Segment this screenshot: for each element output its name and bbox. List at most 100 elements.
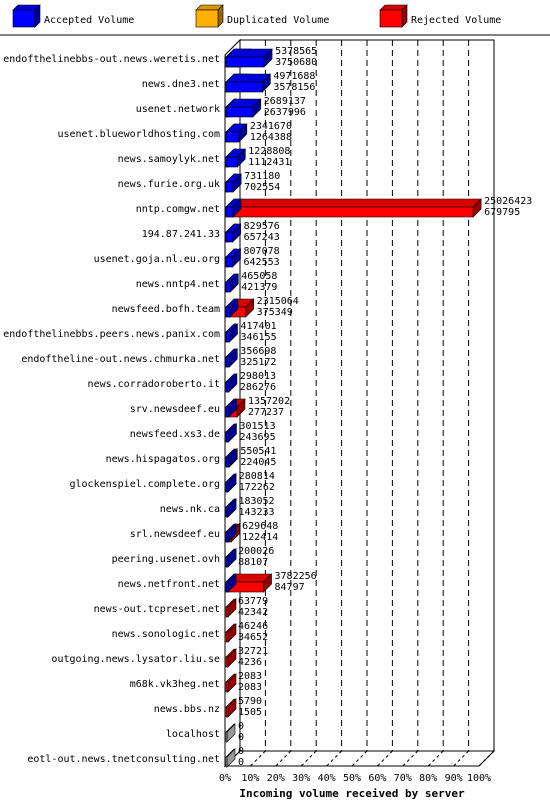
value-accepted: 34652 [238,632,268,643]
bar-row [225,298,255,318]
value-accepted: 657243 [244,232,280,243]
bar-accepted [225,298,239,318]
server-label: usenet.blueworldhosting.com [57,129,220,140]
bar-row [225,123,248,143]
floor-gridline-80 [427,750,444,767]
bar-accepted [225,248,242,268]
floor [223,750,496,767]
value-accepted: 421379 [241,282,277,293]
server-label: news-out.tcpreset.net [94,604,220,615]
server-label: peering.usenet.ovh [112,554,220,565]
value-accepted: 679795 [484,207,520,218]
value-total: 5378565 [275,46,317,57]
floor-gridline-90 [453,750,469,767]
value-total: 3782256 [275,571,317,582]
value-accepted: 1264388 [250,132,292,143]
bar-row [225,548,237,568]
floor-gridline-50 [351,750,368,767]
value-total: 1357202 [248,396,290,407]
server-label: news.nntp4.net [136,279,220,290]
value-accepted: 375349 [257,307,293,318]
legend-label-accepted: Accepted Volume [44,15,134,26]
value-total: 63779 [238,596,268,607]
server-label: eotl-out.news.tnetconsulting.net [27,754,220,765]
value-accepted: 143233 [238,507,274,518]
bar-row [225,448,239,468]
bar-accepted [225,273,240,293]
server-label: news.corradoroberto.it [88,379,220,390]
value-total: 280814 [239,471,275,482]
value-accepted: 1505 [238,707,262,718]
value-total: 356698 [240,346,276,357]
value-accepted: 0 [238,757,244,768]
floor-gridline-40 [326,750,342,767]
server-labels: endofthelinebbs-out.news.weretis.net news… [3,54,220,765]
bar-accepted [225,73,272,93]
bar-accepted [225,548,237,568]
x-tick-label: 70% [394,773,412,784]
x-tick-label: 60% [368,773,386,784]
value-total: 4971688 [273,71,315,82]
value-total: 807078 [244,246,280,257]
server-label: usenet.network [136,104,220,115]
value-total: 465058 [241,271,277,282]
value-total: 0 [238,721,244,732]
bar-accepted [225,398,238,418]
bar-accepted [225,48,273,68]
x-tick-label: 50% [343,773,361,784]
bar-row [225,648,237,668]
server-label: srv.newsdeef.eu [130,404,220,415]
value-accepted: 2637996 [264,107,306,118]
bar-row [225,98,262,118]
bar-accepted [225,148,247,168]
x-axis-ticks: 0% 10% 20% 30% 40% 50% 60% 70% 80% 90% 100% [219,773,491,784]
value-total: 2341670 [250,121,292,132]
bar-row [225,498,237,518]
bar-row [225,223,242,243]
value-total: 1228808 [248,146,290,157]
x-tick-label: 10% [241,773,259,784]
server-label: usenet.goja.nl.eu.org [94,254,220,265]
value-accepted: 0 [238,732,244,743]
value-accepted: 84797 [275,582,305,593]
value-accepted: 88107 [238,557,268,568]
server-label: srl.newsdeef.eu [130,529,220,540]
value-total: 550541 [240,446,276,457]
value-total: 629648 [242,521,278,532]
value-total: 0 [238,746,244,757]
value-accepted: 1112431 [248,157,290,168]
value-total: 829576 [244,221,280,232]
server-label: news.hispagatos.org [106,454,220,465]
server-label: nntp.comgw.net [136,204,220,215]
bar-accepted [225,323,239,343]
bar-accepted [225,223,242,243]
bar-row [225,723,236,743]
value-accepted: 346155 [241,332,277,343]
server-label: newsfeed.bofh.team [112,304,220,315]
server-label: endoftheline-out.news.chmurka.net [21,354,220,365]
bar-accepted [225,348,239,368]
value-accepted: 3578156 [273,82,315,93]
legend-label-rejected: Rejected Volume [411,15,501,26]
server-label: glockenspiel.complete.org [69,479,220,490]
value-accepted: 2083 [238,682,262,693]
bar-row [225,248,242,268]
server-label: news.bbs.nz [154,704,220,715]
bar-accepted [225,423,238,443]
bar-rejected [225,198,482,218]
value-total: 2083 [238,671,262,682]
value-accepted: 702554 [244,182,280,193]
value-accepted: 224045 [240,457,276,468]
bar-accepted [225,448,237,468]
floor-gridline-20 [275,750,292,767]
legend-label-duplicated: Duplicated Volume [227,15,329,26]
bar-rejected [225,623,237,643]
bar-accepted [225,98,262,118]
bar-row [225,598,237,618]
bar-rejected [225,673,237,693]
server-label: outgoing.news.lysator.liu.se [51,654,220,665]
server-label: news.sonologic.net [112,629,220,640]
bar-row [225,473,237,493]
